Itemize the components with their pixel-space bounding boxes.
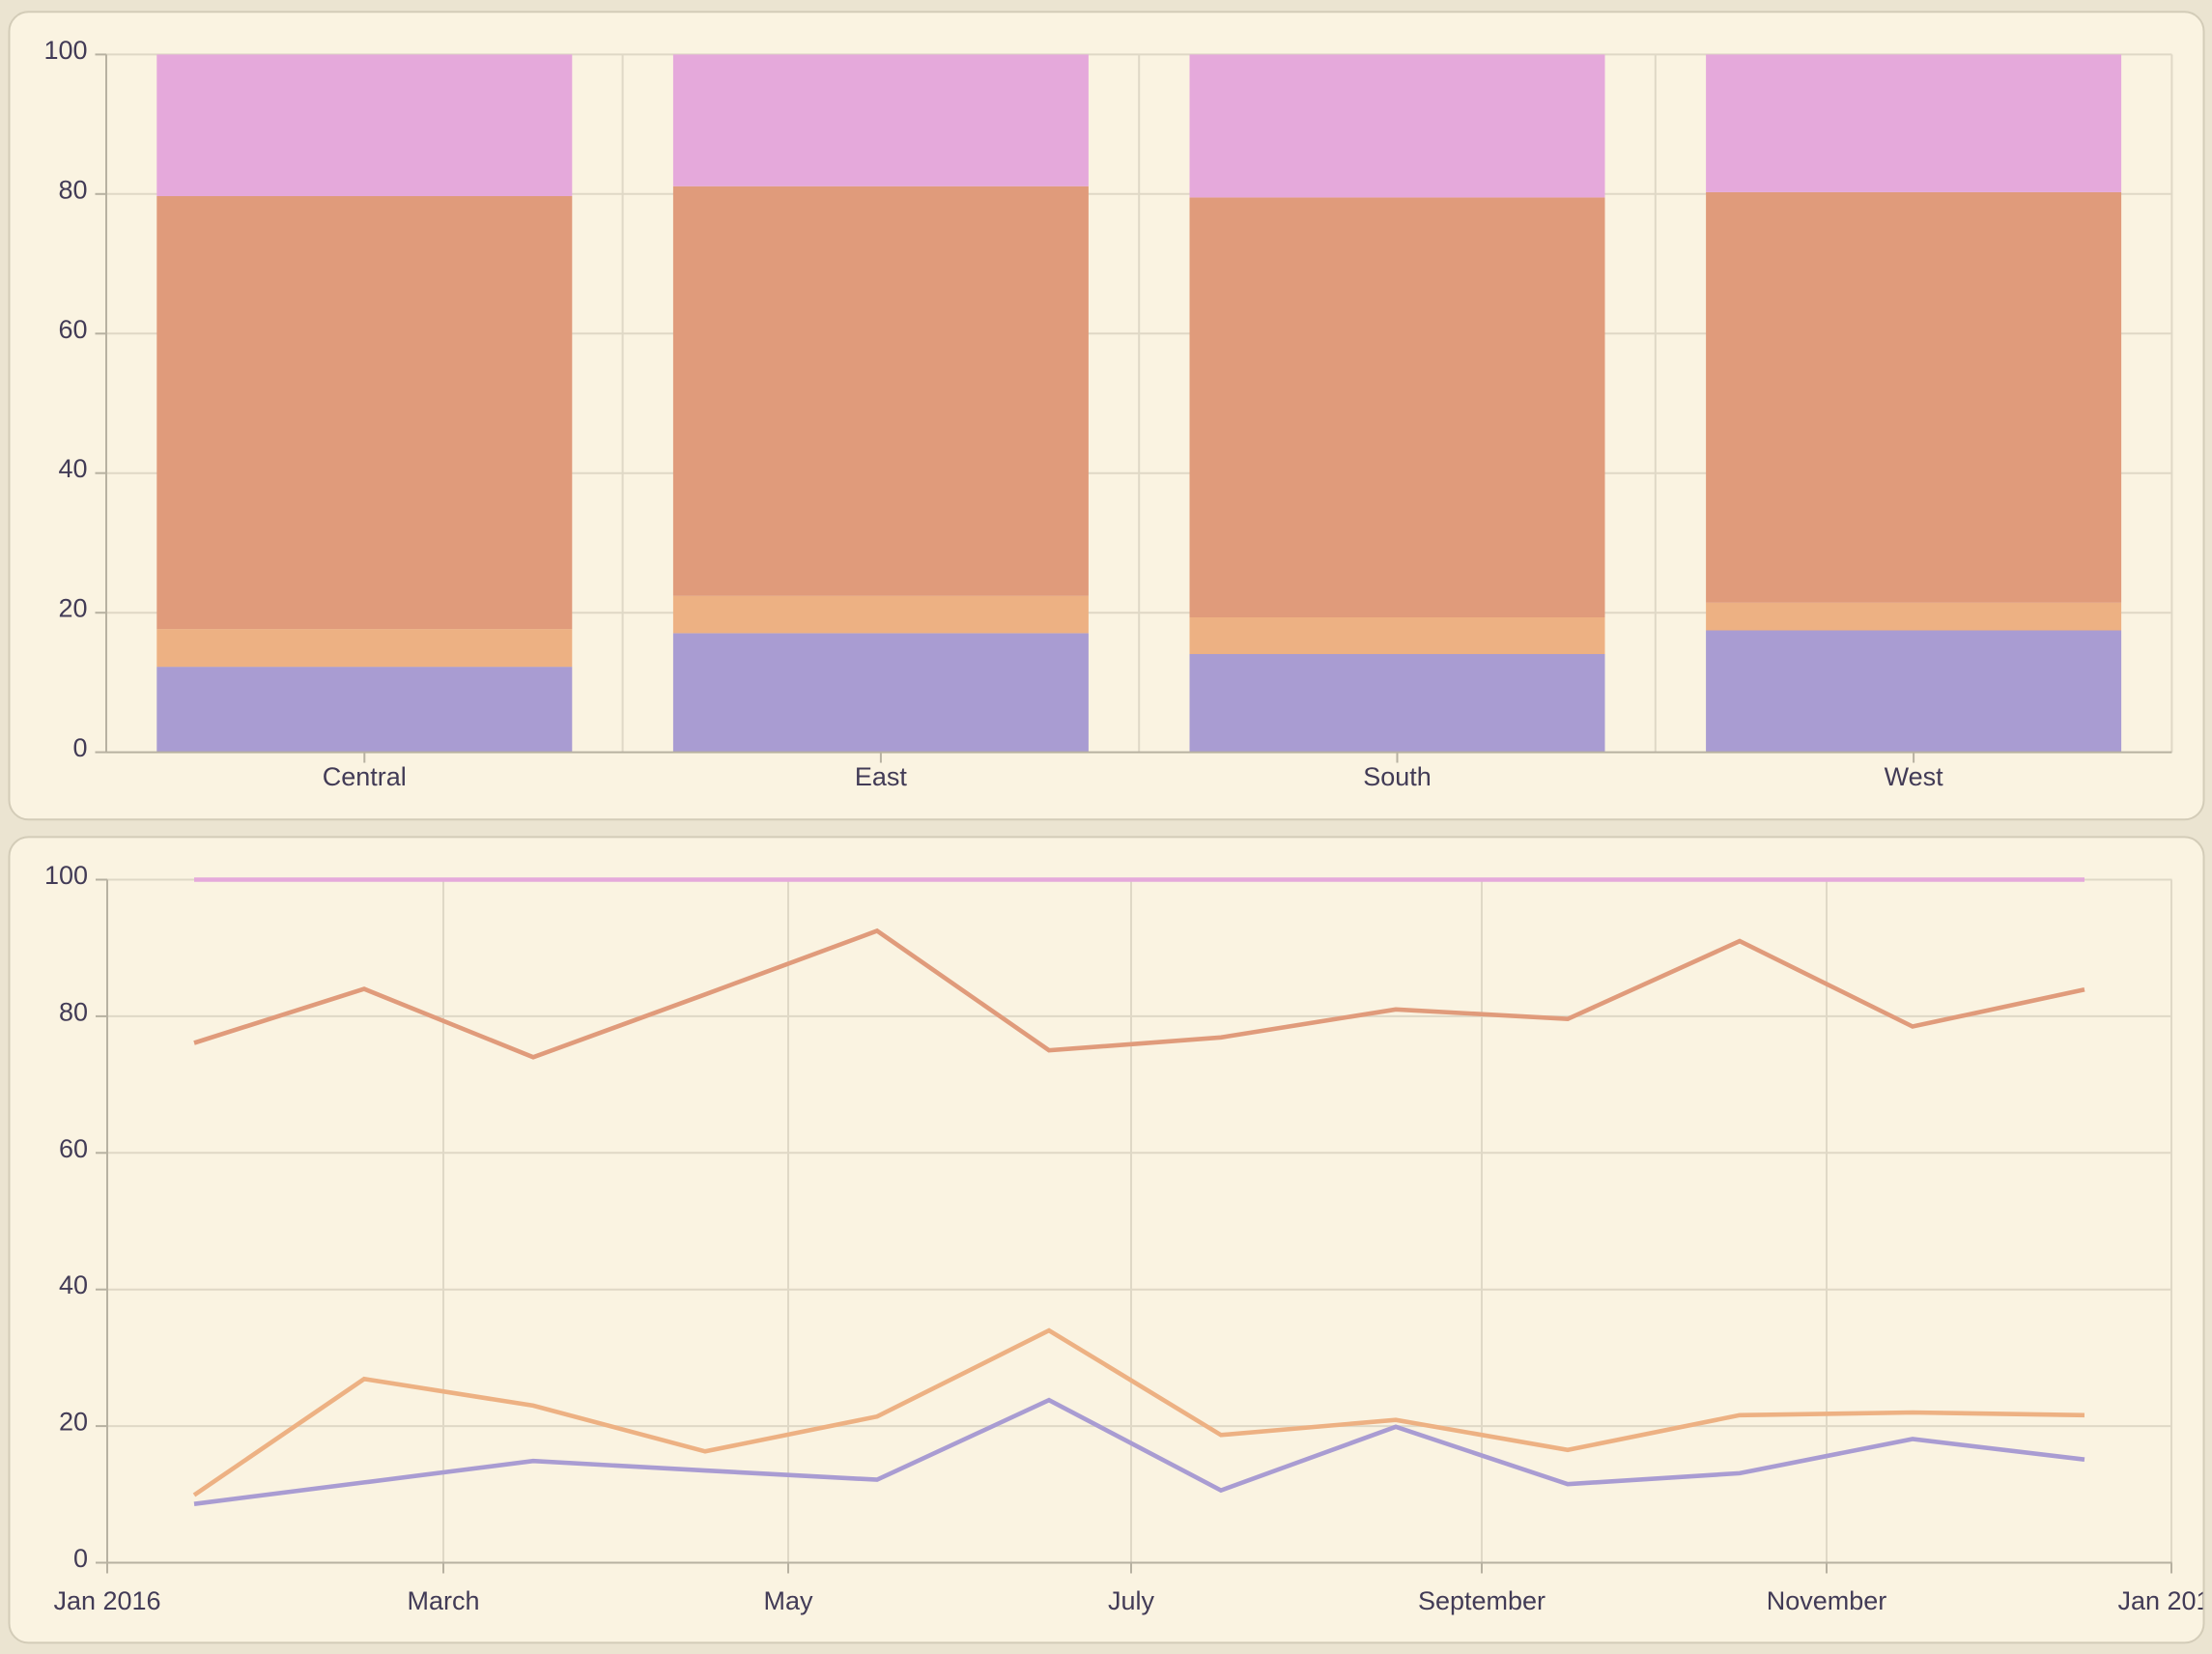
svg-text:0: 0 xyxy=(73,1544,88,1573)
svg-text:November: November xyxy=(1767,1586,1887,1615)
svg-text:60: 60 xyxy=(59,1134,88,1163)
svg-text:100: 100 xyxy=(44,861,88,890)
svg-text:Central: Central xyxy=(323,762,407,791)
svg-text:September: September xyxy=(1418,1586,1546,1615)
svg-text:60: 60 xyxy=(58,315,87,344)
svg-text:40: 40 xyxy=(58,454,87,483)
svg-text:80: 80 xyxy=(59,997,88,1026)
svg-text:Jan 2016: Jan 2016 xyxy=(53,1586,160,1615)
svg-text:80: 80 xyxy=(58,175,87,204)
svg-text:South: South xyxy=(1363,762,1432,791)
svg-text:March: March xyxy=(407,1586,479,1615)
svg-text:July: July xyxy=(1108,1586,1155,1615)
svg-text:East: East xyxy=(855,762,908,791)
svg-text:100: 100 xyxy=(43,36,87,65)
svg-text:Jan 2017: Jan 2017 xyxy=(2117,1586,2212,1615)
svg-text:0: 0 xyxy=(72,733,87,762)
svg-text:20: 20 xyxy=(58,594,87,623)
svg-text:West: West xyxy=(1885,762,1944,791)
svg-text:40: 40 xyxy=(59,1270,88,1299)
svg-text:20: 20 xyxy=(59,1408,88,1437)
svg-text:May: May xyxy=(763,1586,813,1615)
